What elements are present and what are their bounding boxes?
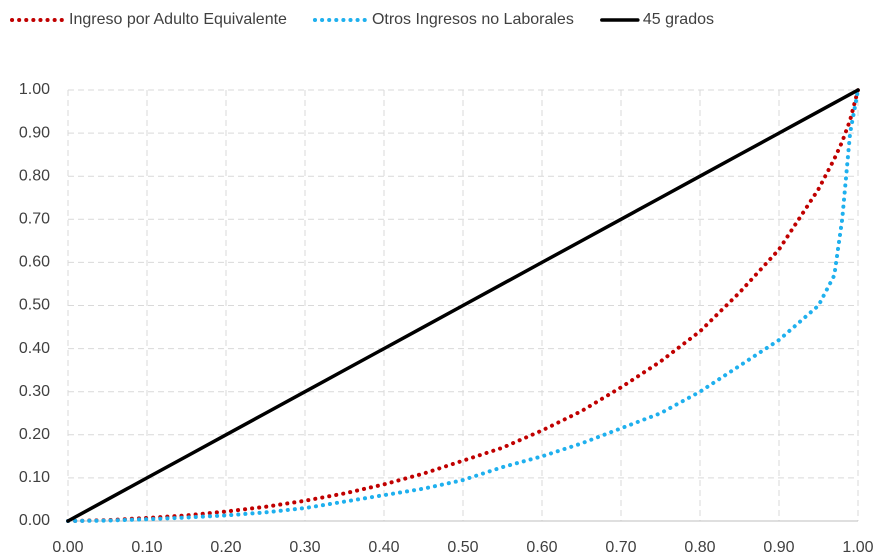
x-tick-label: 0.50 (447, 539, 478, 556)
x-tick-label: 1.00 (842, 539, 873, 556)
y-tick-label: 0.30 (19, 383, 50, 400)
y-tick-label: 0.20 (19, 426, 50, 443)
series-line (66, 88, 860, 523)
x-tick-label: 0.70 (605, 539, 636, 556)
y-tick-label: 1.00 (19, 81, 50, 98)
x-tick-label: 0.80 (684, 539, 715, 556)
series-line (66, 88, 860, 523)
y-tick-label: 0.60 (19, 254, 50, 271)
x-tick-label: 0.40 (368, 539, 399, 556)
x-tick-label: 0.10 (131, 539, 162, 556)
x-tick-label: 0.20 (210, 539, 241, 556)
legend-label: 45 grados (643, 11, 714, 28)
y-tick-label: 0.00 (19, 512, 50, 529)
series-line (66, 88, 860, 523)
x-tick-label: 0.00 (52, 539, 83, 556)
x-tick-label: 0.60 (526, 539, 557, 556)
y-tick-label: 0.90 (19, 124, 50, 141)
y-tick-label: 0.80 (19, 167, 50, 184)
x-tick-label: 0.90 (763, 539, 794, 556)
y-tick-label: 0.10 (19, 469, 50, 486)
legend-label: Otros Ingresos no Laborales (372, 11, 574, 28)
y-tick-label: 0.70 (19, 211, 50, 228)
y-tick-label: 0.40 (19, 340, 50, 357)
legend-label: Ingreso por Adulto Equivalente (69, 11, 287, 28)
y-tick-label: 0.50 (19, 297, 50, 314)
x-tick-label: 0.30 (289, 539, 320, 556)
